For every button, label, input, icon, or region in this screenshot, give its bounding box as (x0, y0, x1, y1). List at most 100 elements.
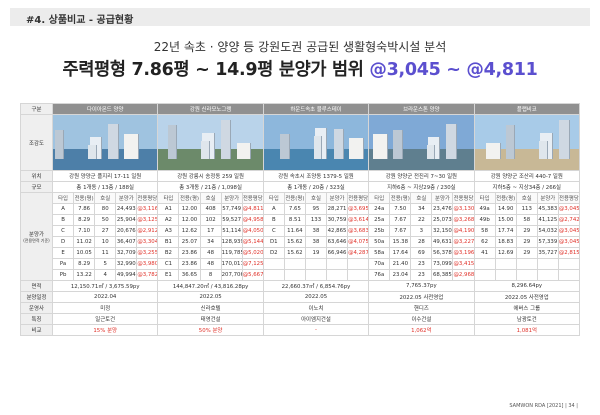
type-unit: @3,255 (136, 247, 159, 259)
type-area: 8.29 (73, 214, 96, 226)
type-price: 73,099 (431, 258, 454, 270)
type-price: 32,150 (431, 225, 454, 237)
type-price: 170,011 (220, 258, 243, 270)
type-area: 7.10 (73, 225, 96, 237)
type-unit: @3,415 (452, 258, 475, 270)
type-price: 25,904 (115, 214, 138, 226)
type-rooms: 23 (410, 269, 433, 281)
type-rooms: 113 (515, 203, 538, 215)
page-headline: 주력평형 7.86평 ~ 14.9평 분양가 범위 @3,045 ~ @4,81… (0, 56, 600, 81)
type-type: A1 (157, 203, 180, 215)
row-label-developer: 운영사 (20, 302, 53, 314)
type-type: B2 (157, 247, 180, 259)
project-feature: 이수건설 (368, 313, 475, 325)
type-area (494, 258, 517, 270)
type-header-rooms: 호실 (515, 192, 538, 204)
type-type: Pb (51, 269, 75, 281)
type-rooms: 80 (94, 203, 117, 215)
type-price: 41,125 (536, 214, 559, 226)
type-area: 36.65 (178, 269, 201, 281)
project-compare: - (262, 324, 370, 336)
type-price: 66,946 (326, 247, 349, 259)
type-price: 24,493 (115, 203, 138, 215)
row-label-price: 분양가 (전용면적 기준) (20, 192, 53, 281)
section-title: #4. 상품비교 - 공급현황 (26, 15, 134, 26)
row-label-scale: 규모 (20, 181, 53, 193)
type-unit: @2,968 (452, 269, 475, 281)
type-area: 23.04 (389, 269, 412, 281)
project-sale_date: 2022.05 (157, 291, 264, 303)
type-type: A (51, 203, 75, 215)
type-header-rooms: 호실 (304, 192, 328, 204)
type-rooms: 22 (410, 214, 433, 226)
project-name: 강원 신라모노그램 (157, 103, 264, 115)
type-area: 23.86 (178, 258, 201, 270)
type-type (473, 258, 496, 270)
type-type: A3 (157, 225, 180, 237)
type-area: 17.74 (494, 225, 517, 237)
type-header-price: 분양가 (220, 192, 243, 204)
type-header-unit: 전용평당 (557, 192, 581, 204)
type-header-price: 분양가 (115, 192, 138, 204)
type-rooms: 10 (94, 236, 117, 248)
type-type: 49b (473, 214, 496, 226)
building-render-image (158, 115, 263, 170)
type-header-unit: 전용평당 (452, 192, 475, 204)
type-price: 32,990 (115, 258, 138, 270)
page-subtitle: 22년 속초 · 양양 등 강원도권 공급된 생활형숙박시설 분석 (153, 40, 447, 54)
project-compare: 50% 분양 (157, 324, 264, 336)
type-unit: @3,304 (136, 236, 159, 248)
type-unit: @3,196 (452, 247, 475, 259)
type-area: 11.02 (73, 236, 96, 248)
project-sale_date: 2022.04 (51, 291, 159, 303)
project-sale_date: 2022.05 (262, 291, 370, 303)
type-header-area: 전용(평) (73, 192, 96, 204)
type-rooms: 34 (199, 236, 222, 248)
project-area: 144,847.20㎡ / 43,816.28py (157, 280, 264, 292)
type-area: 7.86 (73, 203, 96, 215)
type-unit: @3,227 (452, 236, 475, 248)
type-price: 49,994 (115, 269, 138, 281)
type-area: 8.51 (283, 214, 306, 226)
type-price: 36,407 (115, 236, 138, 248)
type-header-area: 전용(평) (283, 192, 306, 204)
building-render-image (369, 115, 474, 170)
type-rooms: 29 (515, 225, 538, 237)
type-header-rooms: 호실 (94, 192, 117, 204)
type-rooms: 17 (199, 225, 222, 237)
price-note: (전용면적 기준) (23, 237, 50, 243)
type-type: B1 (157, 236, 180, 248)
type-unit: @3,130 (452, 203, 475, 215)
type-unit: @3,045 (557, 236, 581, 248)
type-area: 12.62 (178, 225, 201, 237)
row-label-location: 위치 (20, 170, 53, 182)
type-header-unit: 전용평당 (347, 192, 370, 204)
type-unit (347, 269, 370, 281)
row-label-area: 면적 (20, 280, 53, 292)
type-unit (557, 269, 581, 281)
type-type: Pa (51, 258, 75, 270)
type-area: 8.29 (73, 258, 96, 270)
project-rendering (157, 114, 264, 171)
type-type: B (262, 214, 285, 226)
row-label-division: 구분 (20, 103, 53, 115)
type-header-type: 타입 (51, 192, 75, 204)
type-rooms (304, 269, 328, 281)
type-type: 49a (473, 203, 496, 215)
project-location: 강원 양양군 전진리 7~30 일원 (368, 170, 475, 182)
project-compare: 1,081억 (473, 324, 581, 336)
type-type (262, 258, 285, 270)
type-rooms: 19 (304, 247, 328, 259)
type-area: 15.62 (283, 236, 306, 248)
type-price: 57,339 (536, 236, 559, 248)
type-area: 12.00 (178, 214, 201, 226)
type-unit: @4,811 (241, 203, 264, 215)
type-type: E1 (157, 269, 180, 281)
type-rooms: 29 (515, 247, 538, 259)
type-type: 58 (473, 225, 496, 237)
type-unit: @2,815 (557, 247, 581, 259)
type-price (326, 258, 349, 270)
type-rooms: 34 (410, 203, 433, 215)
type-area: 15.38 (389, 236, 412, 248)
type-type: 50a (368, 236, 391, 248)
